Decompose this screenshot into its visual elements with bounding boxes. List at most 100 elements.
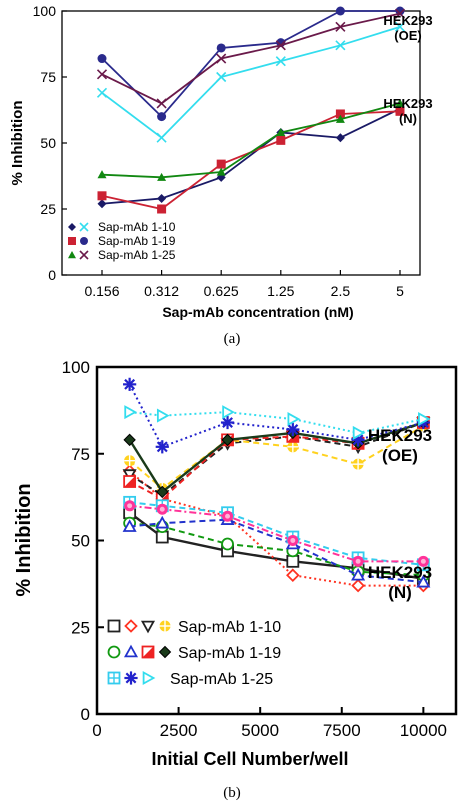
panel-a-data-point [335,40,346,51]
panel-b-legend-marker [107,671,121,685]
panel-b-data-point [123,377,137,391]
panel-b-annotation-text: HEK293 [368,563,432,582]
panel-a-data-point [157,193,167,203]
panel-b-legend-marker [142,670,156,686]
panel-b-data-point [155,440,169,454]
panel-a-data-point [216,167,226,176]
panel-a-data-point [335,114,345,123]
panel-b-x-tick-label: 2500 [160,721,198,740]
panel-a-y-tick-label: 75 [40,69,56,85]
panel-b-data-point [221,537,234,551]
panel-b-y-tick-label: 50 [71,532,90,551]
panel-b-annotation-text: HEK293 [368,426,432,445]
panel-b-data-point [222,510,234,522]
panel-b-data-point [156,485,169,499]
panel-b-caption: (b) [223,785,241,801]
panel-b: % Inhibition Initial Cell Number/well 0 2… [13,358,458,801]
panel-a-y-tick-label: 50 [40,135,56,151]
panel-b-y-tick-label: 0 [81,705,90,724]
panel-b-annotation-text: (OE) [382,446,418,465]
panel-a-data-point [395,98,405,107]
panel-a-x-tick-label: 2.5 [331,283,351,299]
panel-a-series-line [101,12,401,105]
panel-a-data-point [276,135,286,145]
panel-a-series-line [101,107,401,205]
panel-a-data-point [394,21,406,32]
panel-b-data-point [124,405,137,420]
panel-b-legend-marker [158,645,172,659]
panel-b-x-tick-label: 5000 [241,721,279,740]
panel-a-legend-marker [79,250,89,260]
panel-b-data-point [352,458,364,470]
panel-a-y-tick-label: 100 [33,3,57,19]
panel-a-legend-label: Sap-mAb 1-10 [98,220,176,234]
panel-b-x-tick-label: 7500 [323,721,361,740]
panel-b-data-point [124,500,136,512]
panel-a-x-tick-label: 0.312 [144,283,179,299]
panel-a-legend-label: Sap-mAb 1-19 [98,234,176,248]
panel-b-series-line [128,421,424,494]
panel-a-data-point [335,109,345,119]
panel-a-data-point [157,172,167,181]
panel-b-data-point [155,530,169,544]
panel-b-legend-marker [107,645,121,659]
panel-a-data-point [97,54,107,64]
panel-b-legend-marker [124,671,138,685]
panel-a-x-ticks: 0.156 0.312 0.625 1.25 2.5 5 [84,270,404,299]
panel-a-data-point [275,40,286,51]
panel-b-data-point [155,515,170,529]
panel-b-data-point [352,425,366,440]
panel-b-y-tick-label: 75 [71,445,90,464]
panel-b-data-point [124,455,136,467]
panel-b-data-point [286,554,300,568]
panel-a-data-point [216,159,226,169]
panel-b-series-line [129,518,424,584]
panel-a-legend-marker [68,223,76,231]
panel-b-y-tick-label: 25 [71,618,90,637]
panel-b-series-line [129,501,424,566]
panel-a: % Inhibition Sap-mAb concentration (nM) … [9,3,433,347]
panel-a-x-tick-label: 5 [396,283,404,299]
panel-b-data-point [351,567,366,581]
panel-b-x-axis-label: Initial Cell Number/well [151,749,348,769]
panel-a-series-line [101,102,401,179]
panel-b-series-line [129,522,424,577]
panel-b-data-point [287,441,299,453]
panel-b-data-point [220,415,235,430]
panel-b-data-point [222,405,235,420]
panel-b-x-tick-label: 0 [92,721,101,740]
panel-b-data-point [286,422,300,437]
panel-b-legend: Sap-mAb 1-10 Sap-mAb 1-19 Sap-mAb 1-25 [107,619,281,688]
panel-b-y-tick-label: 100 [62,358,90,377]
panel-a-legend-marker [80,237,88,245]
panel-b-legend-marker [159,620,171,632]
panel-b-data-point [156,408,170,423]
panel-a-data-point [395,106,405,116]
panel-a-annotation-text: (N) [399,111,417,126]
panel-b-data-point [418,412,431,427]
panel-a-x-axis-label: Sap-mAb concentration (nM) [162,304,353,320]
panel-a-data-point [97,170,107,179]
panel-a-data-point [216,71,227,83]
panel-b-data-point [122,519,137,532]
panel-b-legend-marker [124,619,138,633]
panel-b-series [122,377,431,593]
panel-b-annotations: HEK293(OE)HEK293(N) [368,426,432,602]
panel-b-legend-marker [141,645,155,659]
panel-a-data-point [276,127,286,137]
panel-b-data-point [221,433,234,447]
panel-a-data-point [97,199,107,209]
panel-a-data-point [157,112,167,122]
panel-b-data-point [156,503,168,515]
panel-b-data-point [416,574,431,588]
panel-b-legend-label: Sap-mAb 1-19 [178,645,281,662]
panel-b-legend-label: Sap-mAb 1-25 [170,671,273,688]
panel-a-data-point [335,6,345,16]
panel-a-data-point [97,191,107,201]
panel-a-data-point [335,21,346,32]
panel-a-series [96,6,406,214]
panel-b-legend-marker [107,619,121,633]
panel-b-data-point [286,568,300,582]
